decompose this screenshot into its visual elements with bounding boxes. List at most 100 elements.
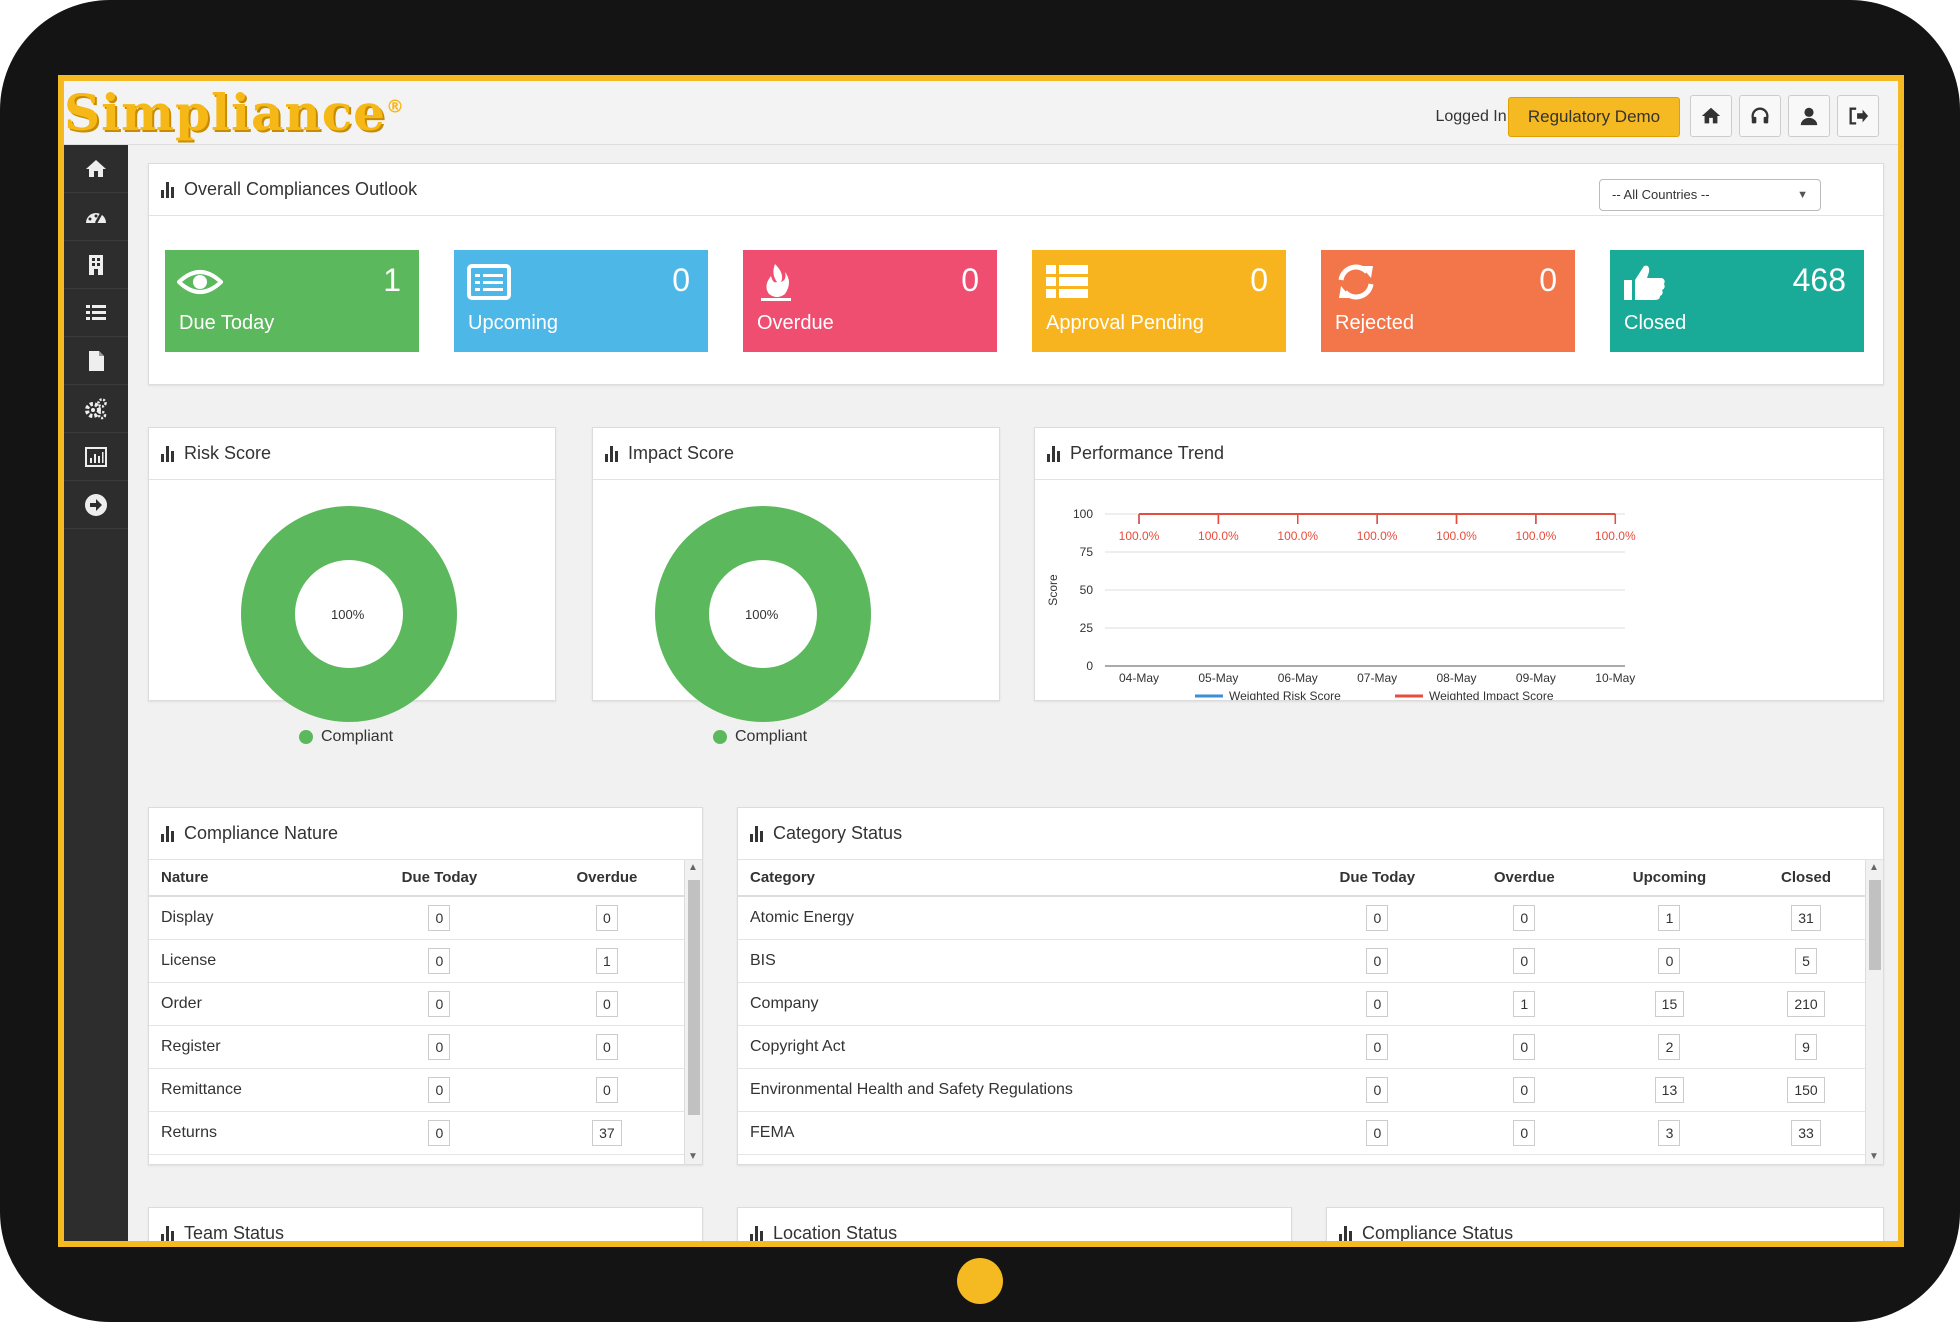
- table-row[interactable]: Order 0 0: [149, 982, 684, 1026]
- count-badge[interactable]: 9: [1795, 1033, 1818, 1060]
- count-badge[interactable]: 0: [595, 990, 618, 1017]
- count-badge[interactable]: 0: [428, 904, 451, 931]
- row-label: Display: [149, 896, 349, 940]
- table-row[interactable]: License 0 1: [149, 939, 684, 983]
- tile-due-today[interactable]: 1 Due Today: [165, 250, 419, 352]
- sidebar-item-documents[interactable]: [64, 337, 128, 385]
- column-header[interactable]: Overdue: [1456, 860, 1592, 897]
- count-badge[interactable]: 0: [595, 904, 618, 931]
- count-badge[interactable]: 0: [1513, 947, 1536, 974]
- donut-legend[interactable]: Compliant: [299, 728, 393, 746]
- count-badge[interactable]: 0: [1513, 1119, 1536, 1146]
- home-button[interactable]: [1690, 95, 1732, 137]
- donut-legend[interactable]: Compliant: [713, 728, 807, 746]
- count-badge[interactable]: 13: [1654, 1076, 1685, 1103]
- count-badge[interactable]: 0: [1366, 1033, 1389, 1060]
- scroll-down-icon[interactable]: ▼: [688, 1151, 698, 1162]
- scrollbar-thumb[interactable]: [688, 880, 700, 1115]
- count-badge[interactable]: 0: [1513, 1076, 1536, 1103]
- count-badge[interactable]: 0: [1366, 990, 1389, 1017]
- count-badge[interactable]: 3: [1658, 1119, 1681, 1146]
- tile-label: Overdue: [757, 312, 834, 334]
- count-badge[interactable]: 0: [428, 1076, 451, 1103]
- cell: 210: [1747, 982, 1865, 1026]
- risk-score-panel: Risk Score 100% Compliant: [148, 427, 556, 745]
- count-badge[interactable]: 1: [1513, 990, 1536, 1017]
- support-button[interactable]: [1739, 95, 1781, 137]
- column-header[interactable]: Closed: [1747, 860, 1865, 897]
- home-icon: [86, 159, 106, 177]
- count-badge[interactable]: 0: [1366, 1076, 1389, 1103]
- count-badge[interactable]: 0: [1513, 1033, 1536, 1060]
- tile-upcoming[interactable]: 0 Upcoming: [454, 250, 708, 352]
- tile-approval-pending[interactable]: 0 Approval Pending: [1032, 250, 1286, 352]
- sidebar-item-home[interactable]: [64, 145, 128, 193]
- count-badge[interactable]: 150: [1787, 1076, 1825, 1103]
- sidebar-item-dashboard[interactable]: [64, 193, 128, 241]
- column-header[interactable]: Upcoming: [1591, 860, 1748, 897]
- tile-label: Closed: [1624, 312, 1687, 334]
- tablet-home-button[interactable]: [957, 1258, 1003, 1304]
- user-name-button[interactable]: Regulatory Demo: [1508, 97, 1680, 137]
- table-row[interactable]: Atomic Energy 0 0 1 31: [738, 896, 1865, 940]
- count-badge[interactable]: 15: [1654, 990, 1685, 1017]
- count-badge[interactable]: 31: [1791, 904, 1821, 931]
- sidebar: [64, 145, 128, 1241]
- count-badge[interactable]: 0: [428, 1119, 451, 1146]
- scroll-down-icon[interactable]: ▼: [1869, 1151, 1879, 1162]
- tile-rejected[interactable]: 0 Rejected: [1321, 250, 1575, 352]
- count-badge[interactable]: 37: [592, 1119, 622, 1146]
- column-header[interactable]: Due Today: [349, 860, 530, 897]
- count-badge[interactable]: 0: [428, 1033, 451, 1060]
- tile-label: Upcoming: [468, 312, 559, 334]
- column-header[interactable]: Nature: [149, 860, 349, 897]
- scroll-up-icon[interactable]: ▲: [1869, 862, 1879, 873]
- table-row[interactable]: Remittance 0 0: [149, 1068, 684, 1112]
- count-badge[interactable]: 0: [1513, 904, 1536, 931]
- count-badge[interactable]: 0: [595, 1033, 618, 1060]
- bar-chart-icon: [161, 825, 174, 842]
- table-scrollbar[interactable]: ▲ ▼: [1865, 860, 1883, 1164]
- count-badge[interactable]: 1: [595, 947, 618, 974]
- count-badge[interactable]: 0: [428, 947, 451, 974]
- sidebar-item-settings[interactable]: [64, 385, 128, 433]
- table-row[interactable]: Returns 0 37: [149, 1111, 684, 1155]
- count-badge[interactable]: 1: [1658, 904, 1681, 931]
- sidebar-item-reports[interactable]: [64, 433, 128, 481]
- count-badge[interactable]: 2: [1658, 1033, 1681, 1060]
- count-badge[interactable]: 33: [1791, 1119, 1821, 1146]
- count-badge[interactable]: 0: [1658, 947, 1681, 974]
- tile-count: 0: [1250, 262, 1268, 298]
- sidebar-item-more[interactable]: [64, 481, 128, 529]
- column-header[interactable]: Category: [738, 860, 1298, 897]
- table-row[interactable]: Register 0 0: [149, 1025, 684, 1069]
- logout-button[interactable]: [1837, 95, 1879, 137]
- column-header[interactable]: Overdue: [529, 860, 684, 897]
- count-badge[interactable]: 5: [1795, 947, 1818, 974]
- table-scrollbar[interactable]: ▲ ▼: [684, 860, 702, 1164]
- simpliance-logo[interactable]: Simpliance®: [64, 83, 405, 142]
- table-row[interactable]: Environmental Health and Safety Regulati…: [738, 1068, 1865, 1112]
- sidebar-item-compliance-list[interactable]: [64, 289, 128, 337]
- table-row[interactable]: Display 0 0: [149, 896, 684, 940]
- table-row[interactable]: BIS 0 0 0 5: [738, 939, 1865, 983]
- table-row[interactable]: FEMA 0 0 3 33: [738, 1111, 1865, 1155]
- count-badge[interactable]: 210: [1787, 990, 1825, 1017]
- tile-closed[interactable]: 468 Closed: [1610, 250, 1864, 352]
- scrollbar-thumb[interactable]: [1869, 880, 1881, 970]
- count-badge[interactable]: 0: [428, 990, 451, 1017]
- scroll-up-icon[interactable]: ▲: [688, 862, 698, 873]
- count-badge[interactable]: 0: [1366, 947, 1389, 974]
- count-badge[interactable]: 0: [1366, 1119, 1389, 1146]
- sidebar-item-organisation[interactable]: [64, 241, 128, 289]
- profile-button[interactable]: [1788, 95, 1830, 137]
- tile-overdue[interactable]: 0 Overdue: [743, 250, 997, 352]
- count-badge[interactable]: 0: [1366, 904, 1389, 931]
- count-badge[interactable]: 0: [595, 1076, 618, 1103]
- table-row[interactable]: Copyright Act 0 0 2 9: [738, 1025, 1865, 1069]
- logo-registered-mark: ®: [385, 96, 405, 118]
- tile-count: 0: [1539, 262, 1557, 298]
- column-header[interactable]: Due Today: [1298, 860, 1457, 897]
- country-select[interactable]: -- All Countries -- ▼: [1599, 179, 1821, 211]
- table-row[interactable]: Company 0 1 15 210: [738, 982, 1865, 1026]
